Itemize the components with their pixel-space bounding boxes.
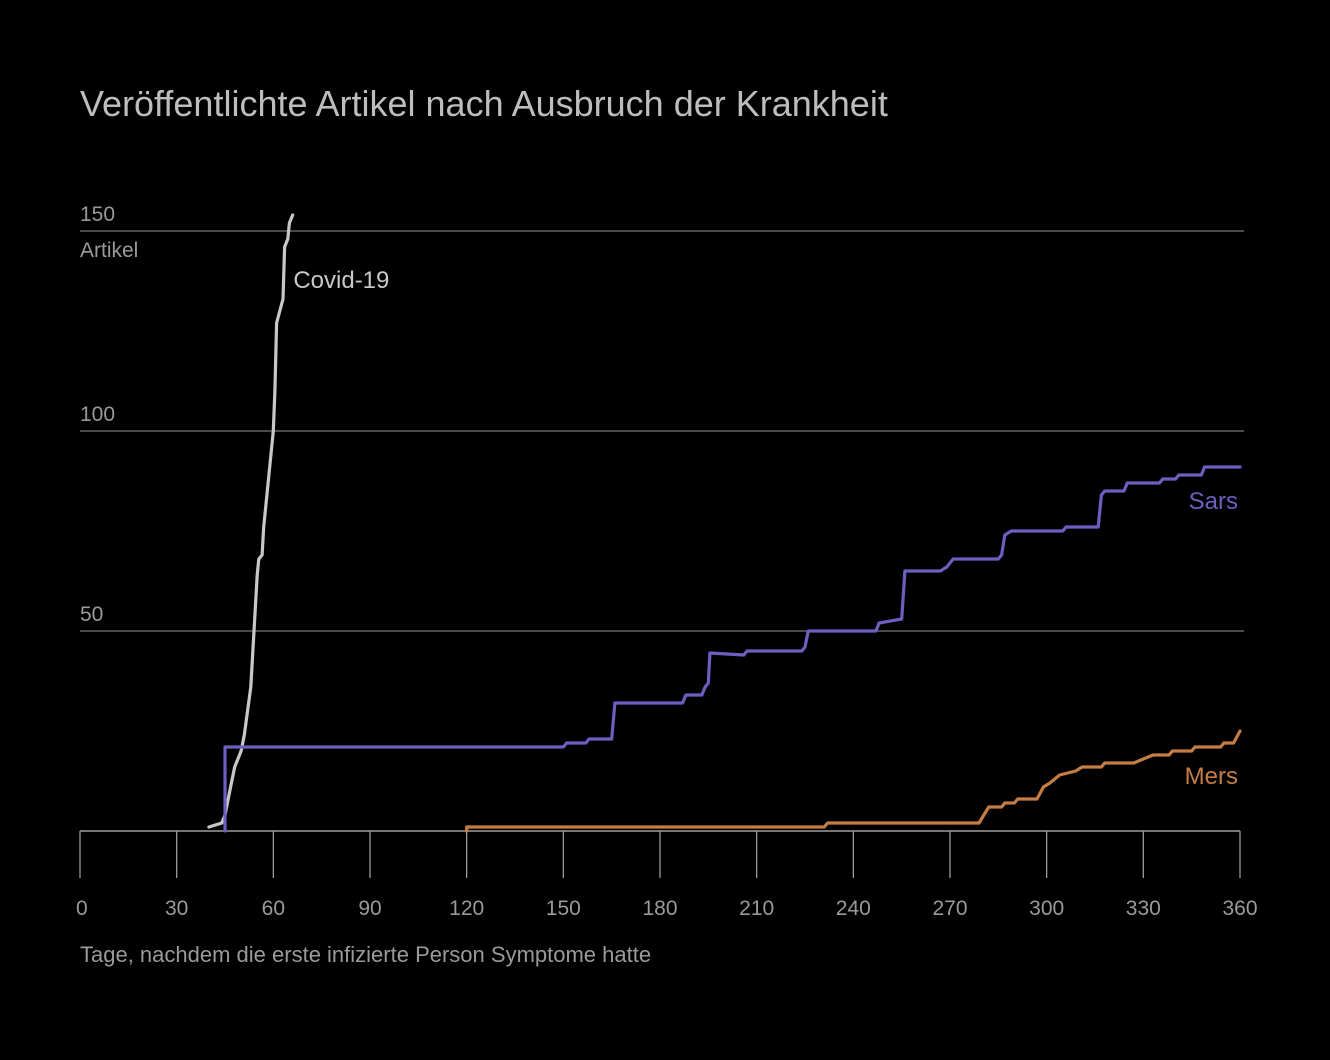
x-axis-label: Tage, nachdem die erste infizierte Perso… xyxy=(80,942,651,967)
x-tick-label-210: 210 xyxy=(739,897,774,920)
x-tick-label-300: 300 xyxy=(1029,897,1064,920)
x-tick-label-30: 30 xyxy=(165,897,188,920)
series-line-mers xyxy=(465,729,1242,833)
y-tick-label-100: 100 xyxy=(80,403,115,426)
x-tick-label-180: 180 xyxy=(642,897,677,920)
x-tick-marks xyxy=(79,831,1241,878)
series-line-sars xyxy=(223,465,1242,833)
y-tick-labels: 50 100 150 xyxy=(80,203,115,626)
y-tick-label-50: 50 xyxy=(80,603,103,626)
x-tick-label-0: 0 xyxy=(76,897,88,920)
x-tick-label-60: 60 xyxy=(262,897,285,920)
series-labels: Covid-19 Sars Mers xyxy=(293,267,1238,790)
x-tick-label-360: 360 xyxy=(1222,897,1257,920)
x-tick-label-240: 240 xyxy=(836,897,871,920)
series-line-covid-19 xyxy=(207,213,295,829)
x-tick-label-330: 330 xyxy=(1126,897,1161,920)
x-tick-label-150: 150 xyxy=(546,897,581,920)
series-lines xyxy=(207,213,1242,833)
chart-title: Veröffentlichte Artikel nach Ausbruch de… xyxy=(80,83,888,124)
series-label-covid-19: Covid-19 xyxy=(293,267,389,294)
gridlines xyxy=(80,230,1244,632)
y-tick-label-150: 150 xyxy=(80,203,115,226)
y-axis-unit-label: Artikel xyxy=(80,239,138,262)
x-tick-labels: 0 30 60 90 120 150 180 210 240 270 300 330 360 xyxy=(76,897,1258,920)
series-label-mers: Mers xyxy=(1185,763,1238,790)
x-tick-label-90: 90 xyxy=(358,897,381,920)
x-tick-label-270: 270 xyxy=(932,897,967,920)
series-label-sars: Sars xyxy=(1189,488,1238,515)
x-tick-label-120: 120 xyxy=(449,897,484,920)
